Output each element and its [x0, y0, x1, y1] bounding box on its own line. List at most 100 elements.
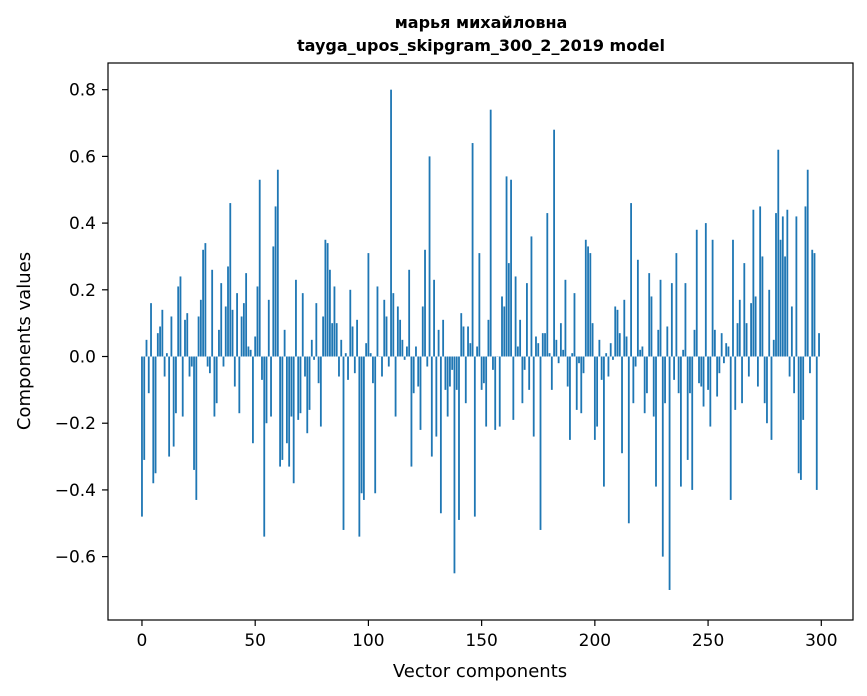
bar: [555, 339, 558, 357]
bar: [659, 279, 662, 357]
bar: [702, 356, 705, 407]
bar: [247, 346, 250, 357]
bar: [514, 276, 517, 357]
bar: [245, 273, 248, 357]
bar: [442, 319, 445, 357]
bar: [673, 356, 676, 380]
bar: [369, 353, 372, 357]
bar: [426, 356, 429, 367]
bar: [240, 316, 243, 357]
bar: [335, 323, 338, 357]
bar: [716, 356, 719, 397]
bar: [159, 326, 161, 357]
bar: [279, 356, 281, 467]
y-tick-label: −0.2: [55, 414, 96, 434]
bar: [317, 356, 320, 384]
bar: [657, 329, 660, 357]
bar: [781, 216, 784, 357]
bar: [476, 346, 479, 357]
bar: [175, 356, 177, 414]
bar: [709, 356, 712, 427]
bar: [265, 356, 268, 424]
bar: [698, 356, 700, 384]
bar: [313, 356, 315, 360]
bar: [790, 306, 793, 357]
bar: [211, 269, 214, 357]
bar: [650, 296, 653, 357]
bar: [238, 356, 241, 414]
y-tick-label: 0.4: [69, 214, 96, 234]
bar: [618, 333, 621, 357]
bar: [627, 356, 630, 524]
bar: [168, 356, 171, 457]
bar: [322, 316, 325, 357]
bar: [693, 329, 696, 357]
bar: [689, 356, 691, 394]
bar: [582, 356, 585, 374]
bar: [632, 356, 635, 404]
bar: [578, 356, 580, 364]
bar: [285, 356, 288, 444]
bar: [453, 356, 456, 574]
bar: [675, 253, 678, 357]
bar: [419, 356, 422, 430]
bar: [800, 356, 802, 480]
bar: [802, 356, 805, 420]
bar: [668, 356, 671, 590]
y-tick-label: 0.2: [69, 281, 96, 301]
bar: [344, 353, 347, 357]
bar: [396, 306, 399, 357]
bar: [372, 356, 374, 384]
bar: [227, 266, 229, 357]
bar: [566, 356, 569, 387]
bar: [292, 356, 295, 484]
bar: [550, 356, 553, 390]
y-axis-ticks: −0.6 −0.4 −0.2 0.0 0.2 0.4 0.6 0.8: [55, 81, 108, 568]
bar: [301, 293, 304, 357]
bar: [204, 243, 207, 357]
bar: [417, 356, 420, 387]
bar: [815, 356, 818, 490]
bar: [319, 356, 322, 427]
bar: [190, 356, 193, 367]
bar: [775, 213, 777, 357]
bar: [152, 356, 155, 484]
bar: [254, 336, 257, 357]
bar: [779, 239, 782, 357]
y-tick-label: 0.0: [69, 348, 96, 368]
bar: [295, 279, 297, 357]
bar: [589, 253, 592, 357]
bar: [263, 356, 266, 537]
bar: [308, 356, 311, 410]
bar: [505, 176, 508, 357]
bar: [408, 269, 411, 357]
bar: [455, 356, 458, 390]
bar: [571, 353, 574, 357]
bar: [528, 356, 531, 390]
bar: [569, 356, 571, 440]
bar: [165, 353, 168, 357]
bar: [754, 296, 757, 357]
bar: [233, 356, 236, 387]
bar: [338, 356, 340, 377]
bar: [691, 356, 694, 490]
bar: [745, 323, 748, 357]
bar: [793, 356, 796, 394]
bar: [784, 256, 786, 357]
bar: [489, 109, 492, 357]
bar: [469, 343, 472, 357]
bar: [435, 356, 438, 437]
bar: [661, 356, 664, 557]
bar: [682, 349, 685, 357]
y-tick-label: −0.6: [55, 548, 96, 568]
bar: [720, 333, 723, 357]
bar: [390, 89, 392, 357]
bar: [777, 149, 780, 357]
bar: [195, 356, 198, 500]
bar: [695, 229, 698, 357]
x-tick-label: 100: [352, 631, 384, 651]
x-tick-label: 300: [805, 631, 837, 651]
bar: [539, 356, 542, 530]
chart-title-line-1: марья михайловна: [395, 13, 568, 32]
